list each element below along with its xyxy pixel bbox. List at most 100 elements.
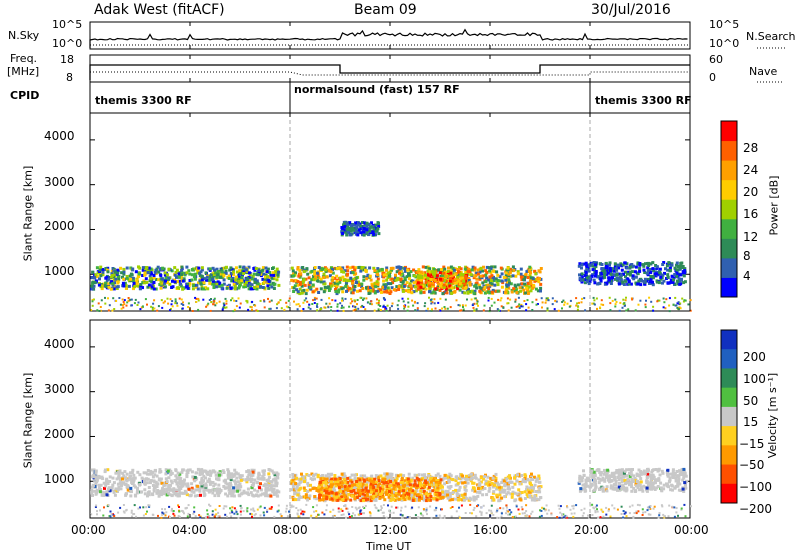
range-gate-cell: [399, 473, 403, 477]
range-gate-cell: [255, 309, 258, 312]
range-gate-cell: [472, 495, 476, 499]
range-gate-cell: [377, 221, 380, 225]
range-gate-cell: [381, 479, 385, 483]
range-gate-cell: [662, 297, 665, 300]
range-gate-cell: [149, 472, 153, 476]
range-gate-cell: [327, 491, 331, 495]
range-gate-cell: [536, 303, 539, 305]
range-gate-cell: [240, 273, 244, 277]
range-gate-cell: [515, 305, 518, 308]
range-gate-cell: [374, 290, 378, 294]
range-gate-cell: [440, 273, 444, 277]
range-gate-cell: [483, 304, 486, 307]
range-gate-cell: [402, 491, 406, 495]
range-gate-cell: [379, 490, 383, 494]
range-gate-cell: [339, 267, 343, 271]
range-gate-cell: [244, 281, 248, 284]
range-gate-cell: [461, 474, 465, 478]
colorbar-swatch: [721, 140, 737, 161]
range-gate-cell: [424, 481, 428, 485]
range-gate-cell: [465, 266, 469, 270]
range-gate-cell: [642, 264, 646, 268]
range-gate-cell: [320, 307, 323, 310]
range-gate-cell: [303, 299, 306, 302]
range-gate-cell: [154, 480, 158, 484]
range-gate-cell: [253, 478, 257, 482]
range-gate-cell: [202, 474, 206, 478]
range-gate-cell: [346, 489, 350, 493]
range-gate-cell: [255, 287, 259, 291]
range-gate-cell: [605, 281, 609, 285]
range-gate-cell: [290, 488, 294, 492]
range-gate-cell: [232, 494, 236, 498]
range-gate-cell: [222, 471, 226, 474]
range-gate-cell: [90, 489, 94, 492]
range-gate-cell: [441, 478, 445, 482]
range-gate-cell: [301, 282, 305, 286]
range-gate-cell: [372, 490, 376, 494]
range-gate-cell: [97, 302, 100, 305]
range-gate-cell: [577, 481, 581, 485]
range-gate-cell: [382, 275, 386, 279]
range-gate-cell: [141, 268, 145, 272]
range-gate-cell: [406, 268, 410, 272]
range-gate-cell: [249, 480, 253, 483]
range-gate-cell: [372, 492, 376, 496]
range-gate-cell: [370, 303, 373, 306]
range-gate-cell: [205, 275, 209, 279]
range-gate-cell: [673, 282, 677, 286]
range-gate-cell: [239, 269, 243, 273]
range-gate-cell: [510, 306, 513, 309]
range-gate-cell: [136, 489, 139, 493]
range-gate-cell: [316, 309, 319, 312]
range-gate-cell: [212, 484, 216, 488]
range-gate-cell: [195, 283, 199, 287]
range-gate-cell: [293, 300, 295, 303]
range-gate-cell: [402, 474, 406, 478]
range-gate-cell: [340, 481, 344, 485]
range-gate-cell: [323, 499, 327, 503]
range-gate-cell: [330, 497, 334, 501]
range-gate-cell: [115, 300, 118, 302]
range-gate-cell: [126, 478, 130, 482]
range-gate-cell: [131, 468, 135, 472]
range-gate-cell: [515, 291, 519, 295]
range-gate-cell: [417, 268, 421, 272]
range-gate-cell: [315, 497, 319, 501]
range-gate-cell: [266, 284, 270, 288]
range-gate-cell: [369, 278, 373, 282]
range-gate-cell: [615, 301, 618, 303]
range-gate-cell: [176, 484, 180, 488]
range-gate-cell: [637, 303, 640, 306]
range-gate-cell: [494, 477, 498, 480]
range-gate-cell: [596, 282, 600, 286]
range-gate-cell: [466, 298, 468, 301]
range-gate-cell: [592, 261, 596, 264]
range-gate-cell: [110, 269, 114, 273]
range-gate-cell: [177, 494, 181, 498]
range-gate-cell: [259, 493, 263, 497]
range-gate-cell: [481, 269, 484, 273]
range-gate-cell: [384, 481, 388, 484]
range-gate-cell: [634, 309, 637, 312]
range-gate-cell: [585, 276, 589, 280]
range-gate-cell: [125, 276, 129, 280]
range-gate-cell: [442, 271, 446, 275]
range-gate-cell: [384, 285, 387, 289]
range-gate-cell: [386, 484, 390, 488]
range-gate-cell: [430, 302, 433, 305]
range-gate-cell: [346, 476, 350, 480]
range-gate-cell: [385, 266, 389, 270]
range-gate-cell: [471, 265, 475, 269]
range-gate-cell: [123, 281, 127, 285]
range-gate-cell: [489, 476, 493, 480]
range-gate-cell: [117, 485, 121, 489]
range-gate-cell: [486, 475, 490, 479]
velocity-ytick-4000: 4000: [44, 337, 75, 351]
range-gate-cell: [475, 277, 479, 281]
range-gate-cell: [347, 493, 351, 496]
range-gate-cell: [433, 302, 436, 305]
range-gate-cell: [275, 278, 279, 282]
range-gate-cell: [611, 299, 614, 302]
range-gate-cell: [334, 299, 337, 302]
